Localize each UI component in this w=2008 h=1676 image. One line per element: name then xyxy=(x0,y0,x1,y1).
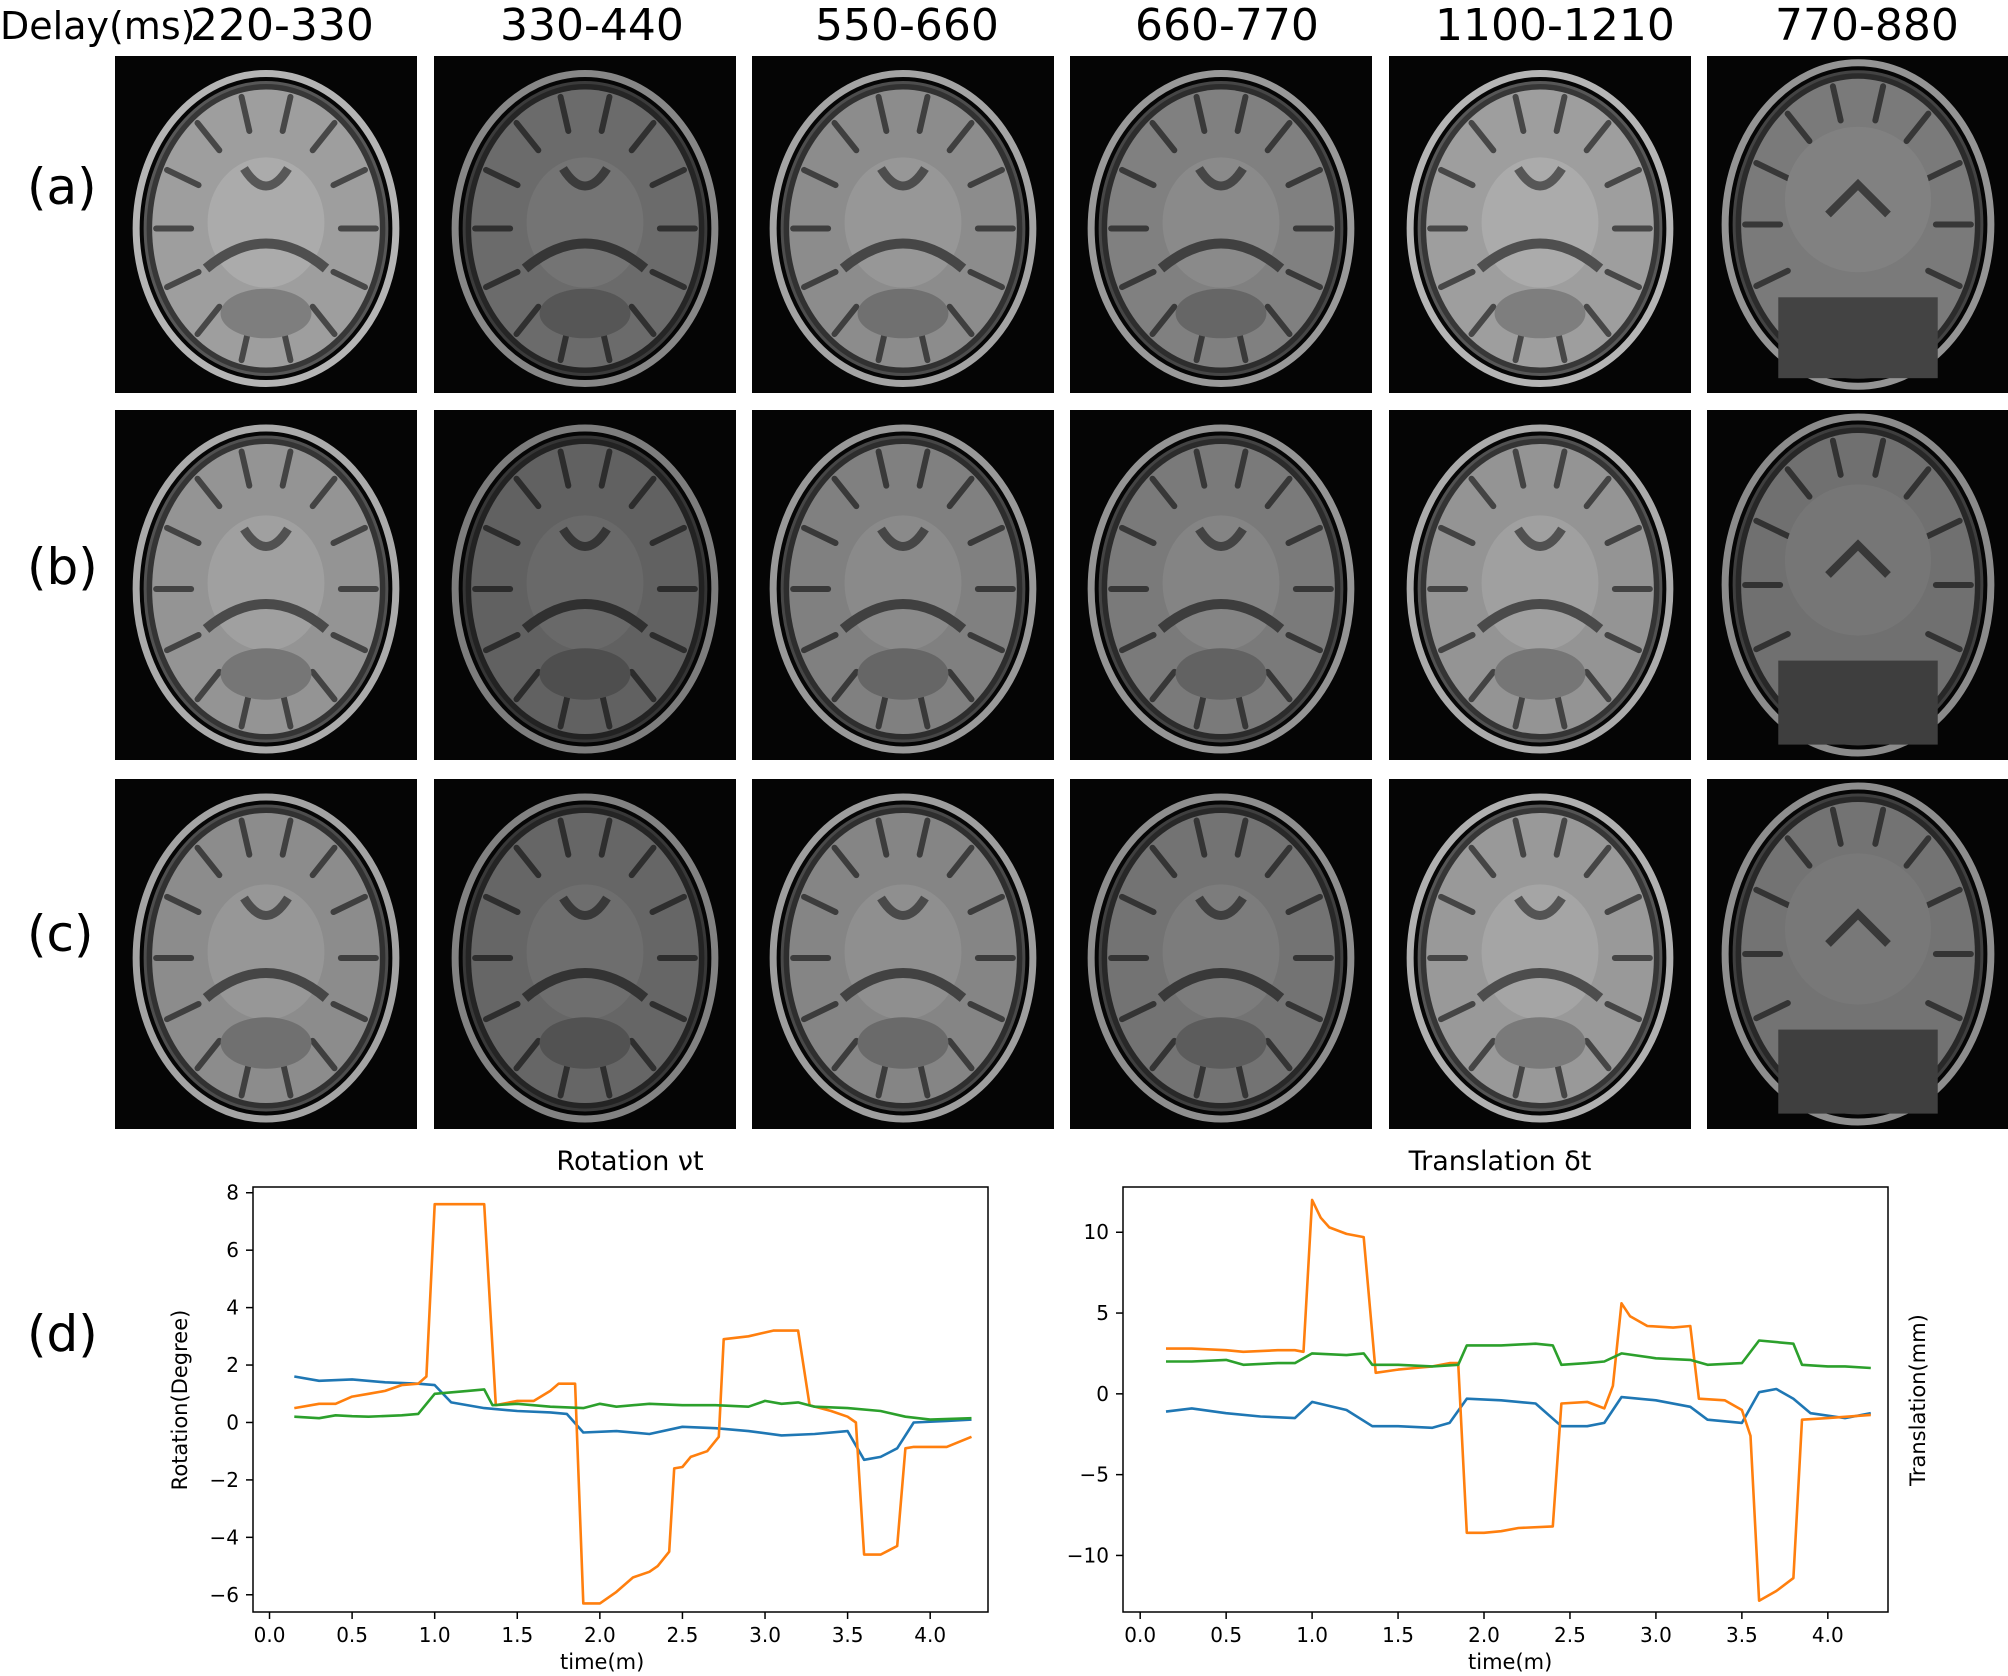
y-tick-label: −4 xyxy=(210,1525,239,1549)
x-tick-label: 1.5 xyxy=(1382,1623,1414,1647)
mri-slice-image xyxy=(1406,69,1674,388)
mri-tile-r2-c4 xyxy=(1070,410,1372,760)
x-tick-label: 2.5 xyxy=(1554,1623,1586,1647)
row-label-d: (d) xyxy=(27,1305,98,1363)
y-tick-label: −5 xyxy=(1080,1463,1109,1487)
series-line-2 xyxy=(1166,1198,1871,1602)
mri-slice-image xyxy=(451,69,719,388)
row-label-a: (a) xyxy=(27,158,97,216)
x-tick-label: 0.5 xyxy=(1210,1623,1242,1647)
x-tick-label: 1.0 xyxy=(1296,1623,1328,1647)
mri-slice-image xyxy=(1721,413,1995,757)
mri-slice-image xyxy=(132,424,400,754)
series-line-2 xyxy=(294,1202,972,1605)
y-tick-label: 5 xyxy=(1096,1301,1109,1325)
mri-tile-r1-c4 xyxy=(1070,56,1372,393)
x-tick-label: 3.0 xyxy=(1640,1623,1672,1647)
mri-slice-image xyxy=(132,793,400,1123)
mri-tile-r2-c5 xyxy=(1389,410,1691,760)
mri-tile-r1-c2 xyxy=(434,56,736,393)
rotation-chart-title: Rotation νt xyxy=(556,1146,704,1177)
mri-tile-r3-c2 xyxy=(434,779,736,1129)
mri-slice-image xyxy=(769,793,1037,1123)
rotation-plot: 0.0 0.5 1.0 1.5 2.0 2.5 3.0 3.5 4.0 −6 −4 −2 0 2 4 6 8 xyxy=(210,1181,989,1647)
mri-slice-image xyxy=(1721,59,1995,390)
mri-tile-r2-c3 xyxy=(752,410,1054,760)
x-tick-label: 0.0 xyxy=(1124,1623,1156,1647)
x-tick-label: 2.0 xyxy=(584,1623,616,1647)
y-tick-label: 4 xyxy=(226,1296,239,1320)
y-tick-label: 8 xyxy=(226,1181,239,1205)
mri-tile-r3-c5 xyxy=(1389,779,1691,1129)
mri-slice-image xyxy=(132,69,400,388)
x-tick-label: 2.5 xyxy=(667,1623,699,1647)
x-tick-label: 3.0 xyxy=(749,1623,781,1647)
y-tick-label: 10 xyxy=(1084,1220,1109,1244)
mri-slice-image xyxy=(451,793,719,1123)
mri-slice-image xyxy=(451,424,719,754)
translation-plot: 0.0 0.5 1.0 1.5 2.0 2.5 3.0 3.5 4.0 −10 −5 0 5 10 xyxy=(1067,1186,1889,1647)
column-header-4: 660-770 xyxy=(1135,0,1319,51)
mri-tile-r3-c6 xyxy=(1707,779,2008,1129)
y-tick-label: 2 xyxy=(226,1353,239,1377)
series-line-1 xyxy=(294,1375,972,1462)
y-tick-label: 6 xyxy=(226,1238,239,1262)
y-tick-label: −10 xyxy=(1067,1543,1109,1567)
y-tick-label: −2 xyxy=(210,1468,239,1492)
translation-x-axis-label: time(m) xyxy=(1468,1650,1553,1674)
column-header-1: 220-330 xyxy=(190,0,374,51)
mri-tile-r3-c4 xyxy=(1070,779,1372,1129)
series-line-3 xyxy=(1166,1339,1871,1370)
column-header-6: 770-880 xyxy=(1775,0,1959,51)
series-line-1 xyxy=(1165,1387,1872,1430)
column-header-5: 1100-1210 xyxy=(1435,0,1675,51)
mri-tile-r3-c1 xyxy=(115,779,417,1129)
mri-slice-image xyxy=(1087,793,1355,1123)
x-tick-label: 4.0 xyxy=(914,1623,946,1647)
y-tick-label: −6 xyxy=(210,1583,239,1607)
rotation-x-axis-label: time(m) xyxy=(560,1650,645,1674)
translation-chart-title: Translation δt xyxy=(1408,1146,1592,1177)
y-tick-label: 0 xyxy=(1096,1382,1109,1406)
row-label-c: (c) xyxy=(27,905,94,963)
mri-tile-r3-c3 xyxy=(752,779,1054,1129)
x-tick-label: 4.0 xyxy=(1812,1623,1844,1647)
mri-tile-r1-c6 xyxy=(1707,56,2008,393)
mri-slice-image xyxy=(1087,69,1355,388)
x-tick-label: 1.0 xyxy=(419,1623,451,1647)
x-tick-label: 2.0 xyxy=(1468,1623,1500,1647)
mri-tile-r1-c5 xyxy=(1389,56,1691,393)
mri-slice-image xyxy=(769,69,1037,388)
plot-frame xyxy=(1122,1186,1889,1613)
mri-slice-image xyxy=(1406,424,1674,754)
row-label-b: (b) xyxy=(27,538,98,596)
y-tick-label: 0 xyxy=(226,1410,239,1434)
x-tick-label: 0.0 xyxy=(254,1623,286,1647)
x-tick-label: 0.5 xyxy=(336,1623,368,1647)
column-header-2: 330-440 xyxy=(500,0,684,51)
plot-frame xyxy=(252,1186,989,1613)
mri-tile-r2-c6 xyxy=(1707,410,2008,760)
mri-slice-image xyxy=(1087,424,1355,754)
mri-tile-r2-c2 xyxy=(434,410,736,760)
mri-slice-image xyxy=(1721,782,1995,1126)
series-line-3 xyxy=(294,1388,972,1421)
x-tick-label: 3.5 xyxy=(832,1623,864,1647)
mri-slice-image xyxy=(769,424,1037,754)
mri-tile-r1-c3 xyxy=(752,56,1054,393)
x-tick-label: 3.5 xyxy=(1726,1623,1758,1647)
column-header-3: 550-660 xyxy=(815,0,999,51)
mri-tile-r2-c1 xyxy=(115,410,417,760)
mri-slice-image xyxy=(1406,793,1674,1123)
x-tick-label: 1.5 xyxy=(501,1623,533,1647)
mri-tile-r1-c1 xyxy=(115,56,417,393)
delay-header-label: Delay(ms) xyxy=(0,4,196,48)
